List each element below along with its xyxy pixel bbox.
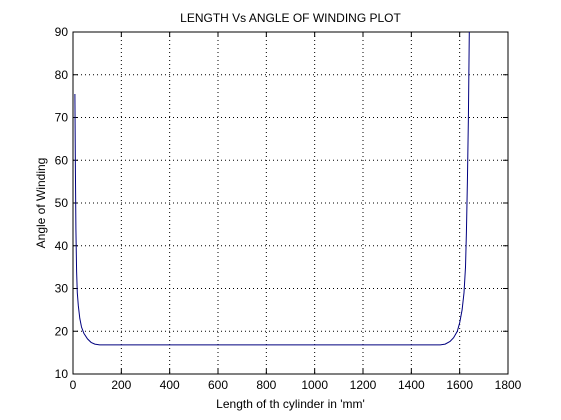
y-tick-label: 30 bbox=[55, 282, 69, 296]
x-axis-title: Length of th cylinder in 'mm' bbox=[216, 397, 365, 411]
x-tick-label: 1600 bbox=[446, 378, 473, 392]
x-tick-label: 400 bbox=[160, 378, 180, 392]
grid bbox=[73, 32, 508, 374]
x-tick-label: 600 bbox=[208, 378, 228, 392]
x-tick-label: 1800 bbox=[495, 378, 522, 392]
x-tick-label: 0 bbox=[70, 378, 77, 392]
y-tick-label: 40 bbox=[55, 239, 69, 253]
y-tick-label: 70 bbox=[55, 111, 69, 125]
x-tick-labels: 0 200 400 600 800 1000 1200 1400 1600 1800 bbox=[70, 378, 522, 392]
x-tick-label: 1200 bbox=[350, 378, 377, 392]
y-tick-label: 80 bbox=[55, 68, 69, 82]
y-tick-label: 10 bbox=[55, 367, 69, 381]
series-layer bbox=[74, 31, 470, 346]
series-line bbox=[74, 31, 470, 346]
chart-title: LENGTH Vs ANGLE OF WINDING PLOT bbox=[180, 11, 401, 25]
y-axis-title: Angle of Winding bbox=[34, 158, 48, 249]
ticks bbox=[72, 31, 509, 375]
plot-frame bbox=[72, 31, 509, 375]
y-tick-labels: 10 20 30 40 50 60 70 80 90 bbox=[55, 25, 69, 381]
y-tick-label: 90 bbox=[55, 25, 69, 39]
x-tick-label: 1000 bbox=[301, 378, 328, 392]
x-tick-label: 200 bbox=[111, 378, 131, 392]
x-tick-label: 1400 bbox=[398, 378, 425, 392]
x-tick-label: 800 bbox=[256, 378, 276, 392]
y-tick-label: 50 bbox=[55, 196, 69, 210]
y-tick-label: 60 bbox=[55, 153, 69, 167]
y-tick-label: 20 bbox=[55, 324, 69, 338]
